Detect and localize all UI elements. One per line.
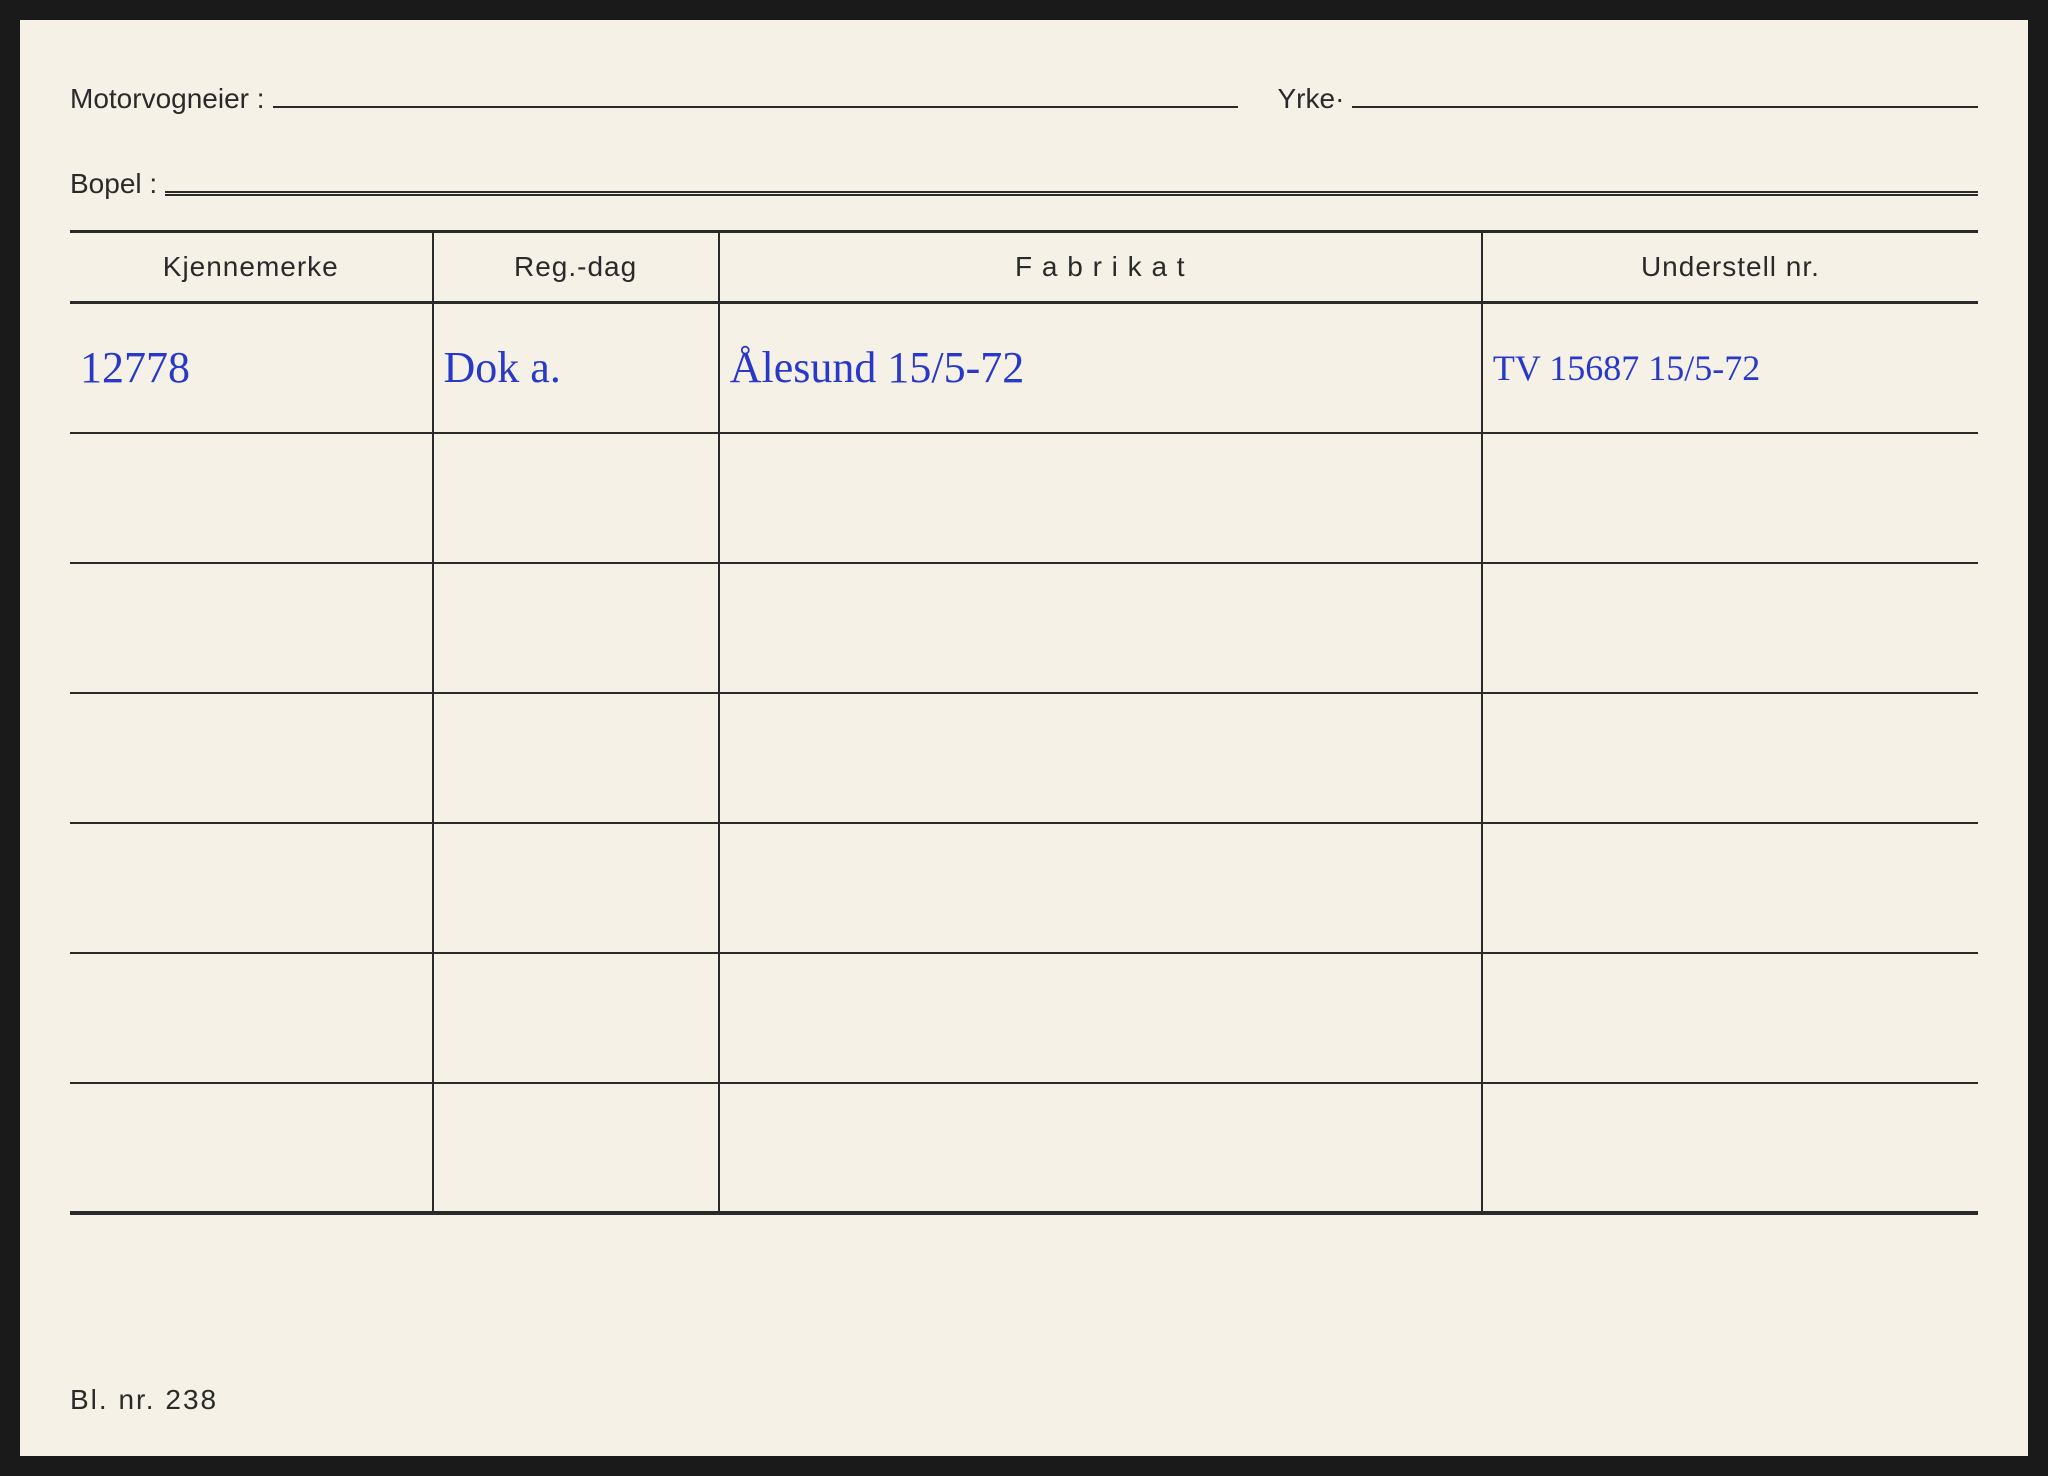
registration-card: Motorvogneier : Yrke· Bopel : Kjennemerk…: [20, 20, 2028, 1456]
header-regdag: Reg.-dag: [433, 232, 719, 303]
header-kjennemerke: Kjennemerke: [70, 232, 433, 303]
bopel-label: Bopel :: [70, 168, 157, 200]
table-row: [70, 433, 1978, 563]
cell-regdag: Dok a.: [444, 343, 561, 392]
table-row: [70, 953, 1978, 1083]
cell-kjennemerke: 12778: [80, 343, 190, 392]
vehicle-table: Kjennemerke Reg.-dag F a b r i k a t Und…: [70, 230, 1978, 1215]
table-row: [70, 1083, 1978, 1213]
form-number: Bl. nr. 238: [70, 1384, 218, 1416]
vehicle-table-wrap: Kjennemerke Reg.-dag F a b r i k a t Und…: [70, 230, 1978, 1215]
yrke-label: Yrke·: [1278, 83, 1345, 115]
header-fabrikat: F a b r i k a t: [719, 232, 1482, 303]
cell-fabrikat: Ålesund 15/5-72: [730, 343, 1025, 392]
header-understell: Understell nr.: [1482, 232, 1978, 303]
bopel-field: Bopel :: [70, 165, 1978, 200]
motorvogneier-field: Motorvogneier :: [70, 80, 1238, 115]
table-row: [70, 823, 1978, 953]
motorvogneier-line: [273, 80, 1238, 108]
table-row: 12778 Dok a. Ålesund 15/5-72 TV 15687 15…: [70, 303, 1978, 433]
top-fields: Motorvogneier : Yrke·: [70, 80, 1978, 115]
bopel-section: Bopel :: [70, 165, 1978, 200]
yrke-field: Yrke·: [1278, 80, 1979, 115]
bopel-line: [165, 165, 1978, 193]
motorvogneier-label: Motorvogneier :: [70, 83, 265, 115]
table-row: [70, 563, 1978, 693]
table-row: [70, 693, 1978, 823]
table-header-row: Kjennemerke Reg.-dag F a b r i k a t Und…: [70, 232, 1978, 303]
cell-understell: TV 15687 15/5-72: [1493, 348, 1760, 388]
yrke-line: [1352, 80, 1978, 108]
